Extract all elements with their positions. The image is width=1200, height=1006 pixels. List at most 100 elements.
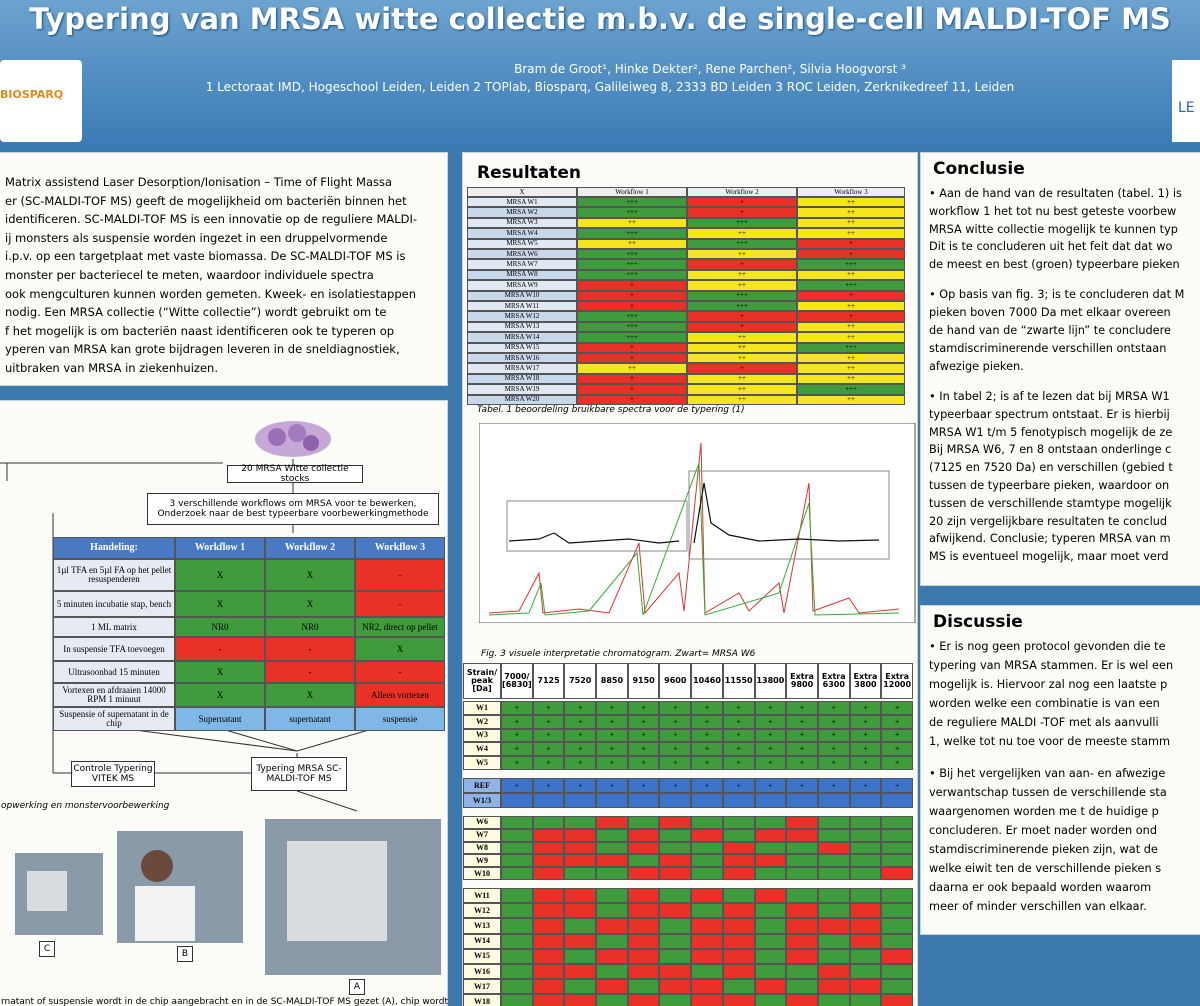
- peak-cell: [722, 933, 755, 949]
- peak-cell: [817, 888, 850, 904]
- discussion-line: worden welke een combinatie is van een: [929, 697, 1160, 710]
- peak-row-label: W7: [463, 828, 501, 842]
- peak-cell: [659, 918, 692, 934]
- peak-cell: +: [881, 728, 913, 743]
- peak-cell: +: [596, 728, 628, 743]
- results-header: Workflow 2: [687, 187, 797, 197]
- results-cell: ++: [577, 238, 687, 249]
- peak-cell: [722, 828, 755, 842]
- peak-cell: [596, 854, 628, 868]
- peak-header: 8850: [596, 663, 628, 699]
- peak-cell: [849, 854, 882, 868]
- peak-cell: [786, 816, 818, 829]
- peak-cell: [532, 979, 565, 995]
- workflow-cell: Alleen vortexen: [355, 683, 445, 707]
- peak-cell: [627, 828, 660, 842]
- peak-cell: [691, 816, 723, 829]
- peak-cell: +: [501, 701, 533, 715]
- peak-row-label: W15: [463, 948, 501, 964]
- peak-cell: [532, 854, 565, 868]
- results-cell: ++: [797, 301, 905, 312]
- peak-cell: [786, 841, 818, 855]
- peak-cell: +: [596, 701, 628, 715]
- peak-row-label: REF: [463, 778, 501, 793]
- peak-header: 7520: [564, 663, 597, 699]
- peak-cell: +: [659, 756, 692, 770]
- peak-cell: [786, 948, 818, 964]
- peak-cell: +: [596, 778, 628, 793]
- peak-cell: +: [501, 728, 533, 743]
- peak-cell: +: [849, 778, 882, 793]
- strain-cell: MRSA W9: [467, 280, 577, 291]
- workflow-cell: NR2, direct op pellet: [355, 617, 445, 637]
- peak-cell: [754, 841, 787, 855]
- peak-cell: [817, 964, 850, 980]
- peak-cell: [532, 903, 565, 919]
- peak-cell: [501, 903, 533, 919]
- peak-cell: [564, 948, 597, 964]
- results-cell: ++: [797, 373, 905, 385]
- conclusion-line: workflow 1 het tot nu best geteste voorb…: [929, 204, 1177, 218]
- discussion-line: waargenomen worden me t de huidige p: [929, 805, 1159, 819]
- results-cell: ++: [577, 217, 687, 229]
- results-cell: +++: [797, 342, 905, 353]
- peak-cell: +: [881, 714, 913, 729]
- peak-header: Extra 9800: [786, 663, 818, 699]
- results-cell: +: [577, 301, 687, 312]
- workflow-cell: X: [175, 683, 265, 707]
- peak-cell: [817, 933, 850, 949]
- peak-cell: [501, 948, 533, 964]
- peak-cell: [786, 979, 818, 995]
- results-cell: ++: [687, 353, 797, 364]
- peak-cell: [849, 888, 882, 904]
- peak-cell: [564, 979, 597, 995]
- peak-cell: +: [659, 742, 692, 757]
- results-header: Workflow 1: [577, 187, 687, 197]
- intro-line: er (SC-MALDI-TOF MS) geeft de mogelijkhe…: [5, 193, 407, 208]
- photo-label: C: [39, 941, 55, 957]
- peak-cell: [596, 793, 628, 808]
- peak-cell: [881, 903, 913, 919]
- peak-header: 13800: [754, 663, 787, 699]
- peak-cell: [501, 854, 533, 868]
- peak-cell: +: [659, 778, 692, 793]
- results-cell: +++: [577, 249, 687, 260]
- peak-cell: [754, 854, 787, 868]
- workflow-cell: NR0: [175, 617, 265, 637]
- results-cell: +: [577, 373, 687, 385]
- peak-cell: [596, 828, 628, 842]
- peak-cell: [627, 793, 660, 808]
- peak-row-label: W1/3: [463, 793, 501, 808]
- results-cell: +++: [797, 384, 905, 395]
- peak-cell: +: [532, 742, 565, 757]
- peak-cell: [754, 964, 787, 980]
- peak-cell: [532, 933, 565, 949]
- step-cell: Suspensie of supernatant in de chip: [53, 707, 175, 731]
- peak-cell: +: [754, 778, 787, 793]
- peak-cell: [564, 841, 597, 855]
- peak-cell: [786, 903, 818, 919]
- peak-cell: [627, 854, 660, 868]
- peak-cell: [849, 964, 882, 980]
- conclusion-line: • In tabel 2; is af te lezen dat bij MRS…: [929, 389, 1170, 403]
- results-cell: ++: [687, 280, 797, 291]
- peak-row-label: W10: [463, 867, 501, 880]
- results-cell: ++: [797, 269, 905, 281]
- peak-cell: [691, 828, 723, 842]
- peak-cell: [817, 918, 850, 934]
- results-cell: +: [797, 311, 905, 322]
- peak-cell: [849, 918, 882, 934]
- peak-cell: [659, 964, 692, 980]
- results-cell: +: [577, 290, 687, 301]
- discussion-line: 1, welke tot nu toe voor de meeste stamm: [929, 735, 1170, 748]
- peak-cell: [722, 854, 755, 868]
- peak-cell: +: [817, 728, 850, 743]
- discussion-line: daarna er ook bepaald worden waarom: [929, 881, 1152, 895]
- peak-cell: +: [786, 778, 818, 793]
- results-cell: +++: [577, 207, 687, 218]
- peak-row-label: W12: [463, 903, 501, 919]
- peak-cell: [532, 793, 565, 808]
- results-cell: ++: [797, 197, 905, 208]
- peak-cell: +: [501, 714, 533, 729]
- peak-cell: [627, 948, 660, 964]
